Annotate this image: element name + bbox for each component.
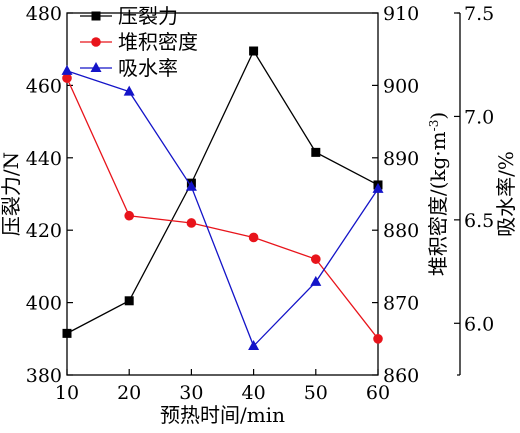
x-tick-label-4: 50 [304, 382, 328, 404]
series-2-point-2 [185, 180, 197, 191]
legend-marker-1 [91, 37, 101, 47]
series-1-point-5 [373, 334, 383, 344]
series-1-point-0 [62, 73, 72, 83]
series-1-line [66, 77, 379, 340]
series-2-point-1 [123, 85, 135, 96]
left-tick-label-1: 400 [26, 293, 62, 315]
axes-layer: 10 20 30 40 50 60 预热时间/min 380 400 420 440 460 480 压裂… [0, 3, 518, 427]
series-1-point-1 [124, 210, 134, 221]
middle-tick-label-4: 900 [383, 75, 419, 97]
legend-label-2: 吸水率 [118, 56, 178, 80]
left-tick-label-4: 460 [26, 75, 62, 97]
legend-marker-2 [90, 62, 102, 72]
series-2-point-0 [61, 64, 73, 75]
right-tick-label-3: 7.5 [464, 3, 494, 25]
right-axis-title: 吸水率/% [494, 151, 518, 237]
series-2-point-4 [310, 275, 322, 286]
legend-item-1: 堆积密度 [80, 30, 198, 54]
x-axis-title: 预热时间/min [160, 403, 285, 427]
series-2 [61, 64, 384, 351]
legend-item-2: 吸水率 [80, 56, 178, 80]
series-0 [62, 46, 383, 338]
series-layer [61, 46, 384, 351]
x-tick-label-5: 60 [366, 382, 390, 404]
right-tick-label-0: 6.0 [464, 313, 494, 335]
middle-tick-label-3: 890 [383, 148, 419, 170]
left-tick-label-0: 380 [26, 365, 62, 387]
series-1 [62, 73, 383, 344]
legend-label-1: 堆积密度 [118, 30, 198, 54]
legend-item-0: 压裂力 [80, 4, 178, 28]
middle-axis-title: 堆积密度/(kg·m-3) [426, 112, 450, 276]
x-tick-label-2: 30 [179, 382, 203, 404]
series-0-point-3 [249, 46, 259, 56]
right-tick-label-1: 6.5 [464, 210, 494, 232]
x-tick-label-3: 40 [242, 382, 266, 404]
series-0-point-4 [311, 147, 321, 157]
left-tick-label-2: 420 [26, 220, 62, 242]
series-0-point-0 [62, 328, 72, 338]
series-2-point-5 [372, 182, 384, 193]
plot-frame [66, 12, 379, 376]
series-1-point-2 [186, 218, 197, 228]
series-2-point-3 [248, 340, 260, 351]
series-2-line [66, 70, 379, 348]
middle-tick-label-1: 870 [383, 293, 419, 315]
middle-tick-label-0: 860 [383, 365, 419, 387]
right-tick-label-2: 7.0 [464, 106, 494, 128]
left-tick-label-3: 440 [26, 148, 62, 170]
left-axis-title: 压裂力/N [0, 152, 23, 236]
x-tick-label-0: 10 [55, 382, 79, 404]
legend-label-0: 压裂力 [118, 4, 178, 28]
x-tick-label-1: 20 [117, 382, 141, 404]
series-0-line [66, 49, 379, 334]
legend-marker-0 [91, 11, 101, 21]
middle-tick-label-2: 880 [383, 220, 419, 242]
series-1-point-4 [311, 254, 321, 264]
series-1-point-3 [248, 232, 259, 243]
left-tick-label-5: 480 [26, 3, 62, 25]
middle-tick-label-5: 910 [383, 3, 419, 25]
series-0-point-1 [124, 296, 134, 306]
